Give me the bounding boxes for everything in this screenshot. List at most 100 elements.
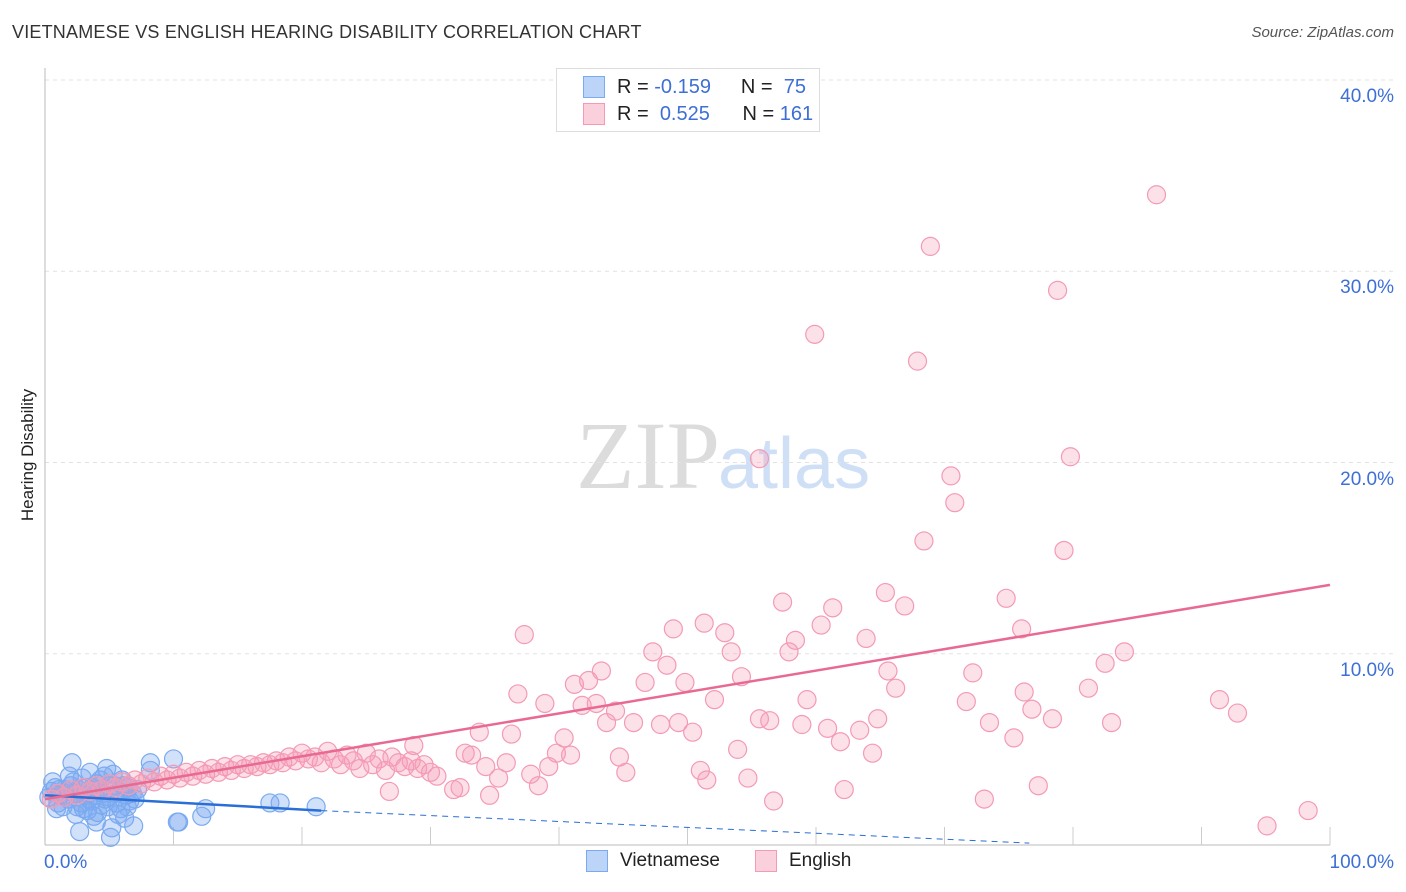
- english-point: [792, 714, 812, 735]
- english-point: [694, 613, 714, 633]
- n-value: 161: [779, 102, 814, 125]
- english-point: [596, 712, 617, 733]
- vietnamese-point: [196, 799, 216, 819]
- english-swatch: [755, 850, 777, 872]
- english-point: [763, 791, 784, 811]
- english-point: [668, 712, 689, 733]
- x-tick-min: 0.0%: [44, 852, 88, 873]
- english-point: [650, 714, 671, 735]
- english-point: [772, 592, 793, 612]
- vietnamese-point: [66, 804, 86, 825]
- vietnamese-point: [46, 799, 67, 819]
- english-point: [501, 724, 522, 744]
- english-point: [489, 768, 509, 788]
- legend-row-english: R = 0.525 N = 161: [583, 101, 813, 127]
- english-point: [914, 531, 934, 551]
- vietnamese-point: [306, 797, 326, 817]
- vietnamese-point: [43, 772, 63, 792]
- english-point: [1042, 709, 1063, 729]
- english-point: [697, 770, 717, 790]
- english-point: [1014, 682, 1034, 702]
- english-point: [1095, 653, 1115, 673]
- bottom-legend-vietnamese: Vietnamese: [586, 850, 720, 872]
- english-point: [414, 755, 434, 775]
- vietnamese-point: [169, 812, 189, 832]
- english-point: [1298, 800, 1318, 821]
- english-point: [1054, 540, 1074, 561]
- english-point: [554, 728, 574, 748]
- english-point: [1078, 678, 1099, 698]
- english-point: [1060, 447, 1081, 467]
- english-point: [1011, 619, 1032, 639]
- english-point: [811, 615, 831, 635]
- english-point: [514, 625, 534, 645]
- english-point: [895, 596, 915, 616]
- english-point: [886, 678, 906, 698]
- english-point: [1028, 776, 1048, 796]
- n-label: N =: [742, 102, 775, 125]
- english-point: [996, 588, 1016, 608]
- vietnamese-point: [163, 749, 184, 769]
- vietnamese-trend-extension: [321, 810, 1030, 844]
- y-tick-40: 40.0%: [1340, 86, 1394, 107]
- english-point: [591, 661, 612, 681]
- english-point: [834, 779, 854, 800]
- english-point: [805, 324, 825, 344]
- english-trend-line: [44, 583, 1331, 801]
- vietnamese-point: [124, 816, 144, 836]
- english-point: [979, 712, 1000, 733]
- english-point: [797, 690, 817, 710]
- english-point: [1004, 728, 1024, 748]
- english-point: [862, 743, 883, 763]
- english-point: [1101, 712, 1122, 733]
- english-point: [878, 661, 898, 681]
- legend-row-vietnamese: R = -0.159 N = 75: [583, 74, 806, 100]
- english-point: [560, 745, 581, 765]
- english-point: [690, 760, 710, 781]
- english-point: [675, 672, 695, 693]
- n-value: 75: [783, 75, 806, 98]
- y-tick-30: 30.0%: [1340, 277, 1394, 298]
- english-point: [823, 598, 843, 618]
- watermark-zip: ZIP: [576, 402, 720, 509]
- english-point: [578, 670, 599, 691]
- english-point: [920, 236, 940, 256]
- english-point: [564, 674, 585, 694]
- english-point: [401, 751, 421, 771]
- vietnamese-point: [117, 797, 137, 817]
- english-point: [643, 642, 663, 662]
- source-label: Source: ZipAtlas.com: [1251, 24, 1394, 41]
- english-point: [850, 720, 870, 740]
- vietnamese-swatch: [583, 76, 605, 98]
- vietnamese-point: [70, 822, 90, 842]
- english-point: [623, 712, 644, 733]
- english-point: [508, 684, 528, 704]
- english-point: [738, 768, 758, 788]
- english-point: [1209, 690, 1230, 710]
- r-value: 0.525: [659, 102, 710, 125]
- vietnamese-point: [100, 827, 121, 847]
- english-point: [616, 762, 636, 782]
- english-point: [974, 789, 994, 809]
- english-point: [941, 466, 961, 486]
- english-point: [379, 781, 399, 802]
- english-point: [683, 722, 703, 742]
- english-point: [728, 739, 748, 759]
- english-point: [535, 693, 555, 714]
- english-point: [462, 745, 482, 765]
- legend-label: Vietnamese: [620, 850, 720, 871]
- english-point: [1114, 642, 1135, 662]
- english-point: [868, 709, 888, 729]
- english-point: [817, 718, 838, 738]
- legend-box: R = -0.159 N = 75 R = 0.525 N = 161: [556, 68, 820, 132]
- english-point: [476, 756, 496, 777]
- english-point: [521, 764, 541, 784]
- english-point: [528, 776, 549, 796]
- r-label: R =: [617, 102, 649, 125]
- english-point: [635, 672, 655, 693]
- chart-title: VIETNAMESE VS ENGLISH HEARING DISABILITY…: [12, 22, 642, 42]
- vietnamese-point: [140, 753, 160, 773]
- english-point: [875, 582, 895, 603]
- r-label: R =: [617, 75, 649, 98]
